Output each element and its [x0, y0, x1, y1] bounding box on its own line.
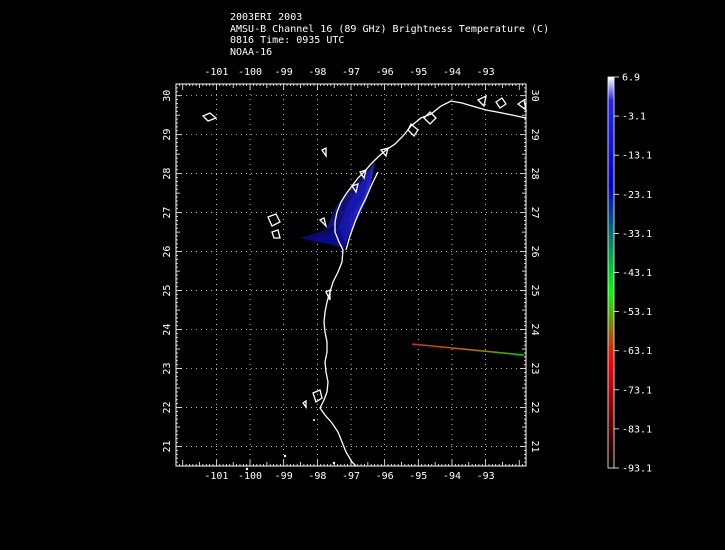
- colorbar-label: -93.1: [622, 464, 652, 475]
- lat-tick-label-right: 21: [529, 440, 540, 452]
- lat-tick-label-left: 25: [162, 285, 173, 297]
- lat-tick-label-right: 30: [529, 90, 540, 102]
- brightness-temperature-swath: [300, 162, 375, 248]
- map-title: 2003ERI 2003 AMSU-B Channel 16 (89 GHz) …: [230, 12, 549, 58]
- lat-tick-label-right: 23: [529, 363, 540, 375]
- title-line-time: 0816 Time: 0935 UTC: [230, 35, 345, 46]
- lon-tick-label-bottom: -99: [275, 471, 293, 482]
- lon-tick-label-top: -94: [443, 67, 461, 78]
- lon-tick-label-bottom: -93: [477, 471, 495, 482]
- scan-line-data: [411, 343, 525, 356]
- lat-tick-label-left: 23: [162, 363, 173, 375]
- lon-tick-label-bottom: -94: [443, 471, 461, 482]
- title-line-product: AMSU-B Channel 16 (89 GHz) Brightness Te…: [230, 23, 550, 35]
- lon-tick-label-bottom: -98: [308, 471, 326, 482]
- lon-tick-label-bottom: -97: [342, 471, 360, 482]
- colorbar-label: -13.1: [622, 151, 652, 162]
- lon-tick-label-top: -93: [477, 67, 495, 78]
- lat-tick-label-right: 22: [529, 402, 540, 414]
- lat-tick-label-left: 28: [162, 168, 173, 180]
- lat-tick-label-right: 29: [529, 129, 540, 141]
- colorbar-label: 6.9: [622, 73, 640, 84]
- colorbar-label: -43.1: [622, 268, 652, 279]
- lat-tick-label-left: 26: [162, 246, 173, 258]
- lat-tick-label-left: 27: [162, 207, 173, 219]
- map-tick-marks: [175, 83, 527, 467]
- coastline: [201, 94, 527, 467]
- lat-lon-grid: [176, 84, 526, 466]
- lat-tick-label-right: 28: [529, 168, 540, 180]
- lon-tick-label-top: -100: [238, 67, 262, 78]
- lat-tick-label-right: 26: [529, 246, 540, 258]
- lat-tick-label-left: 29: [162, 129, 173, 141]
- title-line-storm: 2003ERI 2003: [230, 12, 303, 23]
- lat-tick-label-right: 24: [529, 324, 540, 336]
- colorbar-label: -83.1: [622, 424, 652, 435]
- lon-tick-label-top: -98: [308, 67, 326, 78]
- lon-tick-label-top: -99: [275, 67, 293, 78]
- lat-tick-label-right: 27: [529, 207, 540, 219]
- lat-tick-label-left: 21: [162, 440, 173, 452]
- lon-tick-label-top: -101: [204, 67, 228, 78]
- colorbar-label: -53.1: [622, 307, 652, 318]
- lat-tick-label-left: 22: [162, 402, 173, 414]
- coastal-islands: [245, 419, 336, 471]
- lat-tick-label-left: 24: [162, 324, 173, 336]
- title-line-satellite: NOAA-16: [230, 46, 273, 58]
- lon-tick-label-bottom: -96: [376, 471, 394, 482]
- lon-tick-label-top: -96: [376, 67, 394, 78]
- lon-tick-label-top: -95: [409, 67, 427, 78]
- colorbar: [607, 76, 615, 469]
- colorbar-label: -73.1: [622, 385, 652, 396]
- colorbar-label: -23.1: [622, 190, 652, 201]
- lon-tick-label-bottom: -101: [204, 471, 228, 482]
- lon-tick-label-top: -97: [342, 67, 360, 78]
- colorbar-label: -63.1: [622, 346, 652, 357]
- colorbar-label: -33.1: [622, 229, 652, 240]
- colorbar-label: -3.1: [622, 112, 646, 123]
- lat-tick-label-right: 25: [529, 285, 540, 297]
- lon-tick-label-bottom: -95: [409, 471, 427, 482]
- lon-tick-label-bottom: -100: [238, 471, 262, 482]
- lat-tick-label-left: 30: [162, 90, 173, 102]
